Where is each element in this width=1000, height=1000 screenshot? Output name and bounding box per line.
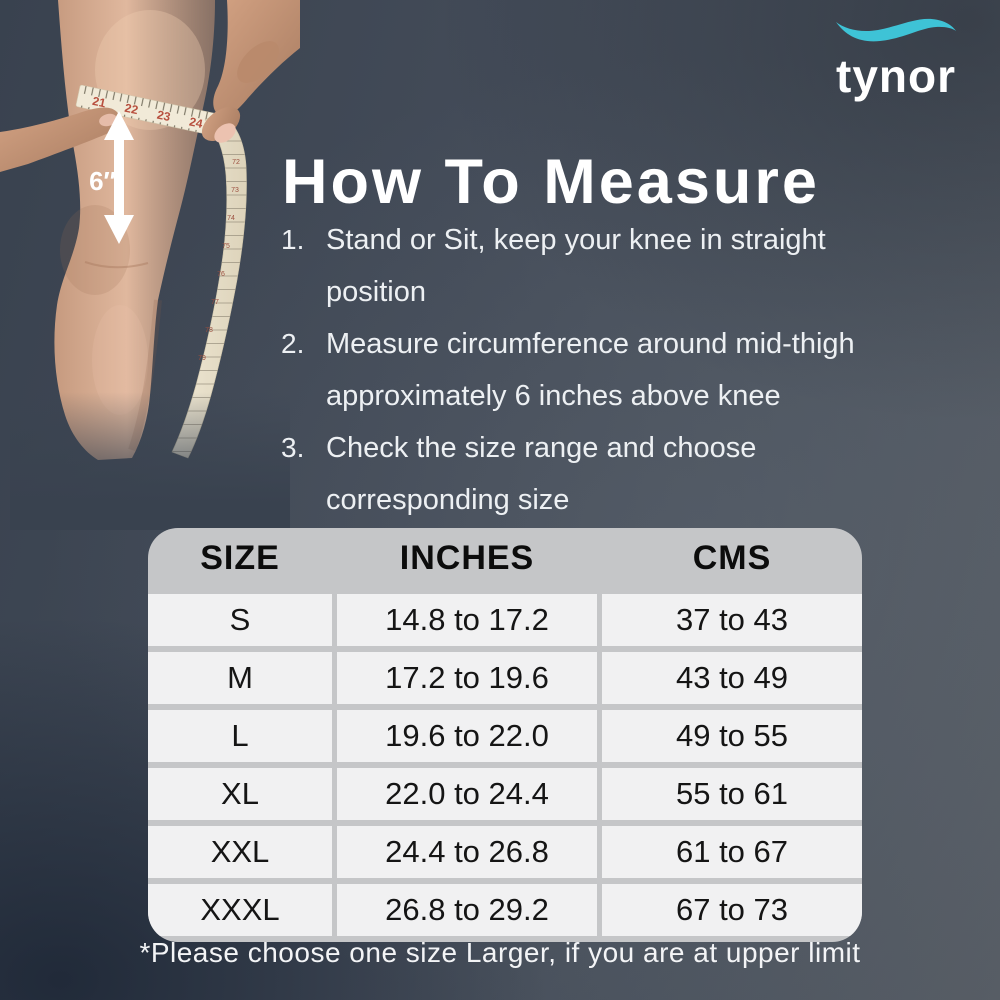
column-header-size: SIZE [200,538,280,577]
instruction-step-3: 3. Check the size range and choose corre… [281,422,941,526]
step-text-line: approximately 6 inches above knee [326,380,781,412]
tynor-swoosh-icon [836,18,956,42]
step-number: 2. [281,328,305,359]
step-number: 1. [281,224,305,255]
table-row: L 19.6 to 22.0 49 to 55 [148,710,862,762]
cell-size: XXL [148,826,332,878]
cell-size: L [148,710,332,762]
tape-number: 77 [211,299,219,306]
page-title: How To Measure [282,147,820,217]
instruction-step-1: 1. Stand or Sit, keep your knee in strai… [281,214,941,318]
step-number: 3. [281,432,305,463]
cell-inches: 24.4 to 26.8 [337,826,597,878]
cell-size: S [148,594,332,646]
table-row: XL 22.0 to 24.4 55 to 61 [148,768,862,820]
photo-fade [10,392,290,530]
tape-number: 79 [198,355,206,362]
leg-measurement-photo: 21 22 23 24 72 73 74 75 76 77 78 79 6″ [0,0,300,530]
cell-cms: 37 to 43 [602,594,862,646]
tape-number: 21 [91,94,107,111]
cell-cms: 49 to 55 [602,710,862,762]
brand-logo: tynor [808,10,984,102]
table-row: S 14.8 to 17.2 37 to 43 [148,594,862,646]
cell-size: XL [148,768,332,820]
cell-inches: 17.2 to 19.6 [337,652,597,704]
tape-number: 24 [188,114,204,131]
cell-inches: 14.8 to 17.2 [337,594,597,646]
step-text-line: Stand or Sit, keep your knee in straight [326,224,826,256]
size-chart-table: SIZE INCHES CMS S 14.8 to 17.2 37 to 43 … [148,528,862,942]
tape-number: 73 [231,187,239,194]
tape-number: 78 [205,327,213,334]
step-text-line: position [326,276,426,308]
cell-size: M [148,652,332,704]
tape-number: 75 [222,243,230,250]
left-hand [0,107,120,172]
instruction-step-2: 2. Measure circumference around mid-thig… [281,318,941,422]
cell-cms: 67 to 73 [602,884,862,936]
step-text-line: Measure circumference around mid-thigh [326,328,855,360]
table-row: XXL 24.4 to 26.8 61 to 67 [148,826,862,878]
tape-number: 76 [217,271,225,278]
column-header-cms: CMS [692,538,772,577]
cell-inches: 26.8 to 29.2 [337,884,597,936]
cell-cms: 43 to 49 [602,652,862,704]
cell-cms: 55 to 61 [602,768,862,820]
table-row: M 17.2 to 19.6 43 to 49 [148,652,862,704]
footnote-text: *Please choose one size Larger, if you a… [139,937,861,968]
tape-number: 74 [227,215,235,222]
table-row: XXXL 26.8 to 29.2 67 to 73 [148,884,862,936]
six-inch-double-arrow-icon [104,111,134,244]
tape-measure-band: 21 22 23 24 [75,84,228,138]
tape-number: 23 [156,108,172,125]
cell-inches: 19.6 to 22.0 [337,710,597,762]
right-hand [201,0,300,143]
brand-name: tynor [836,50,956,102]
column-header-inches: INCHES [399,538,535,577]
step-text-line: Check the size range and choose [326,432,757,464]
step-text-line: corresponding size [326,484,570,516]
leg-illustration [54,0,215,460]
size-chart-header-row: SIZE INCHES CMS [148,528,862,588]
six-inch-label: 6″ [89,166,116,196]
tape-number: 22 [123,101,139,118]
cell-cms: 61 to 67 [602,826,862,878]
cell-size: XXXL [148,884,332,936]
instructions-list: 1. Stand or Sit, keep your knee in strai… [281,214,941,526]
cell-inches: 22.0 to 24.4 [337,768,597,820]
tape-number: 72 [232,159,240,166]
